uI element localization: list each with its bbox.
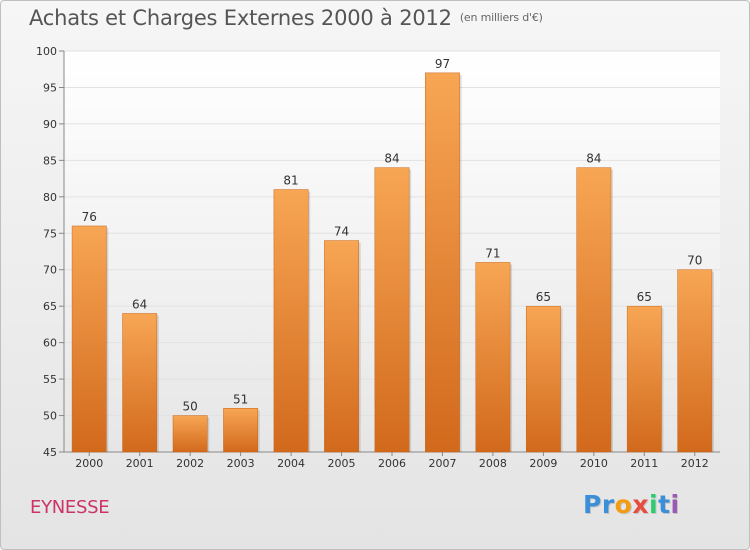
bar-2009 — [525, 305, 561, 453]
y-tick-label: 90 — [43, 118, 57, 131]
bar-value-label: 50 — [183, 400, 198, 414]
bar-value-label: 71 — [485, 246, 500, 260]
logo-letter: P — [583, 490, 602, 519]
bar-2008 — [475, 262, 511, 453]
bar-2011 — [626, 305, 662, 453]
bar-value-label: 65 — [536, 290, 551, 304]
bar-value-label: 84 — [384, 152, 399, 166]
x-tick-label: 2005 — [328, 457, 356, 470]
x-tick-label: 2010 — [580, 457, 608, 470]
y-tick-label: 80 — [43, 191, 57, 204]
x-tick-label: 2012 — [681, 457, 709, 470]
y-tick-label: 60 — [43, 337, 57, 350]
x-tick-label: 2001 — [126, 457, 154, 470]
bar-value-label: 97 — [435, 57, 450, 71]
x-tick-label: 2008 — [479, 457, 507, 470]
y-tick-label: 45 — [43, 446, 57, 459]
bar-2001 — [122, 313, 158, 453]
bar-value-label: 64 — [132, 297, 147, 311]
y-tick-label: 70 — [43, 264, 57, 277]
chart-unit: (en milliers d'€) — [459, 11, 543, 24]
bar-value-label: 81 — [283, 174, 298, 188]
bar-2002 — [172, 415, 208, 453]
proxiti-logo[interactable]: Proxiti — [583, 490, 680, 519]
bar-value-label: 51 — [233, 392, 248, 406]
bar-value-label: 84 — [586, 152, 601, 166]
x-tick-label: 2007 — [428, 457, 456, 470]
logo-letter: x — [632, 490, 649, 519]
bar-2006 — [374, 167, 410, 453]
bar-2000 — [71, 225, 107, 453]
y-tick-label: 95 — [43, 81, 57, 94]
bar-2005 — [324, 240, 359, 453]
bar-value-label: 74 — [334, 225, 349, 239]
x-tick-label: 2011 — [630, 457, 658, 470]
bar-2003 — [223, 408, 259, 453]
chart-title: Achats et Charges Externes 2000 à 2012 (e… — [29, 6, 543, 30]
bar-value-label: 65 — [637, 290, 652, 304]
x-tick-label: 2004 — [277, 457, 305, 470]
bar-2004 — [273, 189, 309, 453]
y-tick-label: 50 — [43, 410, 57, 423]
plot-area: 45 50 55 60 65 70 75 80 85 90 95 100 76 2000 64 2001 50 2… — [36, 45, 720, 470]
logo-letter: o — [614, 490, 633, 519]
y-tick-label: 85 — [43, 154, 57, 167]
bar-2010 — [576, 167, 612, 453]
y-tick-label: 75 — [43, 227, 57, 240]
x-tick-label: 2002 — [176, 457, 204, 470]
logo-letter: i — [649, 490, 659, 519]
logo-letter: i — [670, 490, 680, 519]
x-tick-label: 2003 — [227, 457, 255, 470]
bar-value-label: 70 — [687, 254, 702, 268]
bar-2007 — [425, 72, 460, 453]
commune-name: EYNESSE — [30, 497, 110, 518]
y-tick-label: 65 — [43, 300, 57, 313]
y-tick-label: 100 — [36, 45, 57, 58]
bar-2012 — [677, 269, 713, 453]
bar-value-label: 76 — [82, 210, 97, 224]
x-tick-label: 2006 — [378, 457, 406, 470]
x-tick-label: 2009 — [529, 457, 557, 470]
y-tick-label: 55 — [43, 373, 57, 386]
x-tick-label: 2000 — [75, 457, 103, 470]
logo-letter: t — [658, 490, 671, 519]
logo-letter: r — [601, 490, 615, 519]
chart-title-text: Achats et Charges Externes 2000 à 2012 — [29, 6, 452, 30]
